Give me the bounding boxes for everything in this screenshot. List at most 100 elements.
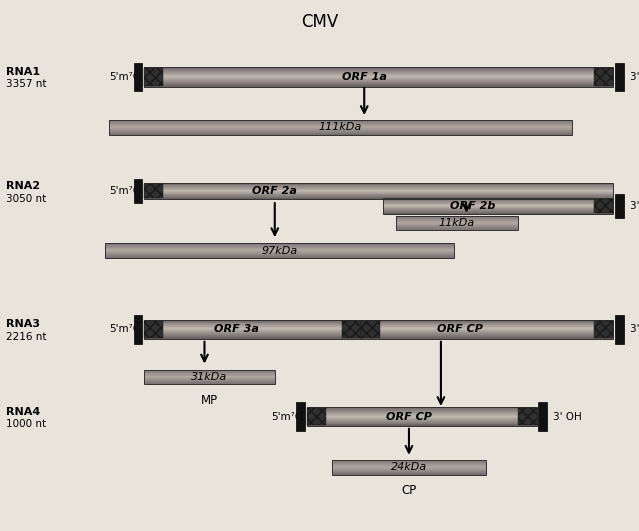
- Bar: [307, 407, 537, 426]
- Bar: [307, 409, 537, 410]
- Bar: [383, 209, 613, 210]
- Text: RNA1: RNA1: [6, 67, 40, 76]
- Bar: [396, 217, 518, 218]
- Text: 5'm⁷G: 5'm⁷G: [272, 412, 304, 422]
- Bar: [144, 76, 613, 77]
- Bar: [383, 212, 613, 213]
- Bar: [144, 67, 613, 87]
- Bar: [109, 120, 572, 121]
- Bar: [332, 470, 486, 471]
- Bar: [383, 206, 613, 207]
- Bar: [342, 321, 361, 338]
- Bar: [383, 199, 613, 200]
- Bar: [396, 220, 518, 221]
- Bar: [144, 197, 613, 198]
- Bar: [144, 80, 613, 81]
- Bar: [144, 185, 613, 186]
- Text: 3' OH: 3' OH: [630, 201, 639, 211]
- Bar: [105, 254, 454, 255]
- Bar: [332, 460, 486, 461]
- Bar: [144, 331, 361, 332]
- Bar: [396, 216, 518, 230]
- Text: 3' OH: 3' OH: [630, 72, 639, 82]
- Bar: [144, 190, 613, 191]
- Bar: [144, 370, 275, 371]
- Bar: [307, 410, 537, 411]
- Bar: [144, 183, 613, 199]
- Bar: [396, 216, 518, 217]
- Bar: [361, 323, 613, 324]
- Bar: [144, 379, 275, 380]
- Bar: [105, 245, 454, 246]
- Bar: [144, 72, 613, 73]
- Bar: [332, 471, 486, 472]
- Bar: [105, 243, 454, 244]
- Bar: [144, 74, 613, 75]
- Bar: [307, 407, 537, 408]
- Bar: [615, 315, 624, 344]
- Bar: [144, 374, 275, 375]
- Bar: [109, 132, 572, 133]
- Bar: [383, 202, 613, 203]
- Bar: [332, 472, 486, 473]
- Bar: [383, 211, 613, 212]
- Bar: [396, 228, 518, 229]
- Bar: [144, 372, 275, 373]
- Bar: [383, 207, 613, 208]
- Bar: [144, 337, 361, 338]
- Bar: [144, 70, 613, 71]
- Bar: [144, 77, 613, 78]
- Text: MP: MP: [201, 394, 218, 407]
- Bar: [307, 408, 326, 425]
- Bar: [361, 335, 613, 336]
- Bar: [144, 324, 361, 326]
- Bar: [105, 243, 454, 258]
- Bar: [144, 336, 361, 337]
- Bar: [144, 67, 613, 68]
- Bar: [615, 194, 624, 218]
- Bar: [109, 131, 572, 132]
- Bar: [109, 128, 572, 129]
- Text: RNA2: RNA2: [6, 181, 40, 191]
- Bar: [144, 195, 613, 196]
- Text: 5'm⁷G: 5'm⁷G: [109, 72, 141, 82]
- Bar: [361, 324, 613, 326]
- Bar: [361, 330, 613, 331]
- Bar: [144, 193, 613, 194]
- Bar: [361, 320, 613, 339]
- Text: ORF CP: ORF CP: [437, 324, 483, 334]
- Bar: [383, 210, 613, 211]
- Text: CP: CP: [401, 484, 417, 497]
- Bar: [332, 460, 486, 475]
- Bar: [144, 333, 361, 334]
- Bar: [144, 83, 613, 84]
- Bar: [296, 402, 305, 431]
- Bar: [383, 203, 613, 204]
- Bar: [361, 333, 613, 334]
- Bar: [361, 327, 613, 328]
- Bar: [109, 124, 572, 125]
- Bar: [144, 329, 361, 330]
- Bar: [105, 247, 454, 249]
- Text: 111kDa: 111kDa: [319, 123, 362, 132]
- Bar: [144, 371, 275, 372]
- Bar: [361, 334, 613, 335]
- Bar: [105, 251, 454, 252]
- Bar: [134, 179, 142, 203]
- Bar: [538, 402, 547, 431]
- Bar: [361, 332, 613, 333]
- Bar: [144, 378, 275, 379]
- Text: 3050 nt: 3050 nt: [6, 194, 47, 203]
- Bar: [396, 225, 518, 226]
- Text: 3' OH: 3' OH: [630, 324, 639, 334]
- Bar: [109, 123, 572, 124]
- Text: ORF 1a: ORF 1a: [342, 72, 387, 82]
- Text: ORF 2a: ORF 2a: [252, 186, 297, 196]
- Bar: [332, 462, 486, 463]
- Bar: [383, 198, 613, 199]
- Bar: [361, 338, 613, 339]
- Bar: [144, 78, 613, 79]
- Bar: [144, 380, 275, 381]
- Bar: [144, 194, 613, 195]
- Bar: [144, 189, 613, 190]
